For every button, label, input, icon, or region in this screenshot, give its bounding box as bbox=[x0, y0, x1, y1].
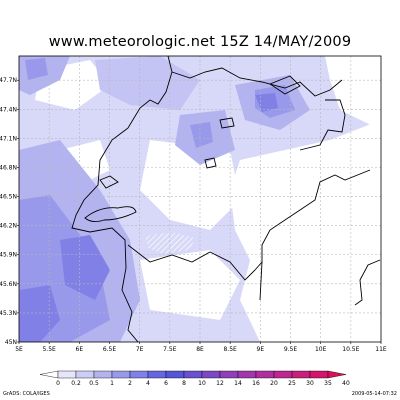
legend-label: 12 bbox=[216, 380, 224, 387]
map-grid bbox=[19, 56, 381, 342]
map-title: www.meteorologic.net 15Z 14/MAY/2009 bbox=[48, 34, 352, 50]
legend-swatch bbox=[75, 370, 95, 379]
lon-label: 10E bbox=[315, 346, 327, 353]
lon-label: 10.5E bbox=[342, 346, 359, 353]
lat-label: 46.8N bbox=[0, 164, 17, 171]
credit-text: GrADS: COLA/IGES bbox=[3, 391, 50, 397]
legend-label: 2 bbox=[128, 380, 132, 387]
legend-label: 1 bbox=[110, 380, 114, 387]
legend-label: 40 bbox=[342, 380, 350, 387]
lon-label: 6E bbox=[76, 346, 84, 353]
legend-swatch bbox=[57, 370, 77, 379]
longitude-labels: 5E 5.5E 6E 6.5E 7E 7.5E 8E 8.5E 9E 9.5E 10E 10.5E 11… bbox=[15, 346, 387, 353]
lon-label: 8E bbox=[196, 346, 204, 353]
legend-swatch bbox=[93, 370, 113, 379]
legend-label: 25 bbox=[288, 380, 296, 387]
legend-swatch bbox=[237, 370, 257, 379]
lat-label: 45N bbox=[5, 339, 17, 346]
legend-swatch bbox=[201, 370, 221, 379]
legend-swatch bbox=[219, 370, 239, 379]
lat-label: 45.9N bbox=[0, 252, 17, 259]
legend-label: 10 bbox=[198, 380, 206, 387]
legend-swatch bbox=[309, 370, 329, 379]
timestamp-text: 2009-05-14-07:32 bbox=[351, 391, 397, 397]
lat-label: 47.7N bbox=[0, 77, 17, 84]
lon-label: 8.5E bbox=[223, 346, 237, 353]
legend-swatch bbox=[183, 370, 203, 379]
lon-label: 5.5E bbox=[42, 346, 56, 353]
lat-label: 45.6N bbox=[0, 281, 17, 288]
legend-label: 0.5 bbox=[89, 380, 99, 387]
legend-label: 0 bbox=[56, 380, 60, 387]
legend-label: 30 bbox=[306, 380, 314, 387]
legend-swatch bbox=[129, 370, 149, 379]
country-borders bbox=[71, 56, 381, 342]
legend-label: 35 bbox=[324, 380, 332, 387]
legend-swatch bbox=[255, 370, 275, 379]
lon-label: 5E bbox=[15, 346, 23, 353]
latitude-labels: 47.7N 47.4N 47.1N 46.8N 46.5N 46.2N 45.9N 45.6N… bbox=[0, 77, 17, 346]
lon-label: 9E bbox=[257, 346, 265, 353]
legend-label: 14 bbox=[234, 380, 242, 387]
color-legend: 0 0.2 0.5 1 2 4 6 8 10 12 14 16 20 25 30 35 40 bbox=[39, 370, 350, 387]
lon-label: 6.5E bbox=[103, 346, 117, 353]
lat-label: 45.3N bbox=[0, 310, 17, 317]
legend-swatch bbox=[39, 370, 59, 379]
precipitation-field bbox=[19, 56, 381, 342]
lat-label: 47.4N bbox=[0, 106, 17, 113]
lat-label: 46.2N bbox=[0, 223, 17, 230]
lon-label: 7E bbox=[136, 346, 144, 353]
legend-swatch bbox=[147, 370, 167, 379]
legend-label: 6 bbox=[164, 380, 168, 387]
lat-label: 47.1N bbox=[0, 135, 17, 142]
legend-label: 16 bbox=[252, 380, 260, 387]
legend-label: 8 bbox=[182, 380, 186, 387]
legend-swatch bbox=[327, 370, 347, 379]
legend-swatch bbox=[273, 370, 293, 379]
legend-label: 4 bbox=[146, 380, 150, 387]
legend-swatch bbox=[165, 370, 185, 379]
legend-swatch bbox=[291, 370, 311, 379]
lon-label: 7.5E bbox=[163, 346, 177, 353]
lon-label: 9.5E bbox=[284, 346, 298, 353]
lat-label: 46.5N bbox=[0, 194, 17, 201]
legend-label: 20 bbox=[270, 380, 278, 387]
legend-swatch bbox=[111, 370, 131, 379]
lon-label: 11E bbox=[375, 346, 387, 353]
legend-label: 0.2 bbox=[71, 380, 81, 387]
